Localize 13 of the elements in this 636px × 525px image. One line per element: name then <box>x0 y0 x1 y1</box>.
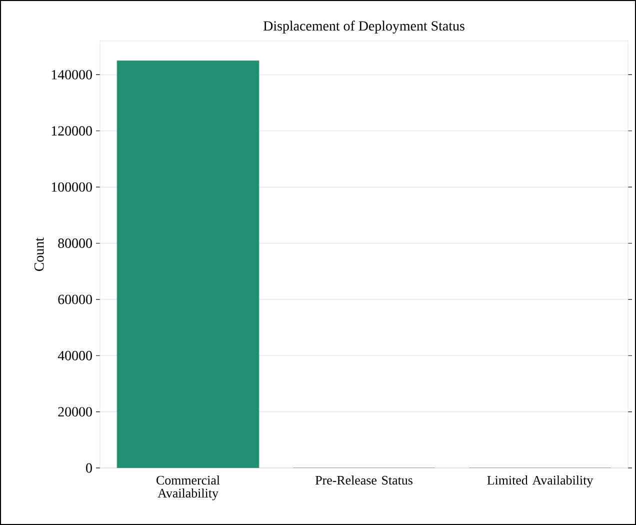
y-tick-label: 80000 <box>58 238 92 248</box>
y-tick-label: 0 <box>86 463 92 473</box>
x-tick-label: Limited Availability <box>487 476 594 488</box>
y-tick-label: 120000 <box>52 126 92 136</box>
y-tick-label: 20000 <box>58 407 92 417</box>
y-tick-label: 140000 <box>52 70 92 80</box>
chart-title: Displacement of Deployment Status <box>264 20 464 34</box>
x-tick-label: Pre-Release Status <box>315 476 412 485</box>
y-tick-label: 60000 <box>58 294 92 304</box>
y-axis-title: Count <box>34 238 44 271</box>
y-tick-label: 100000 <box>52 182 92 192</box>
y-tick-label: 40000 <box>58 350 92 360</box>
x-tick-label: Commercial Availability <box>156 476 220 500</box>
